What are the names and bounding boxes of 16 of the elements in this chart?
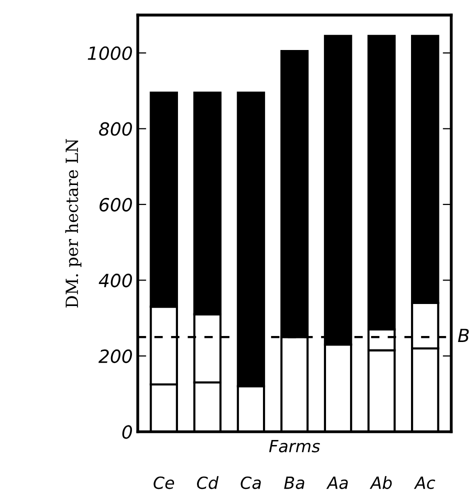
y-tick-label: 200 [98,349,132,364]
y-tick-label: 600 [100,198,132,212]
x-tick-label: Ab [370,476,392,490]
x-tick-label: Ce [154,476,174,490]
x-tick-label: Ca [240,476,261,490]
y-tick-label: 1000 [88,46,132,60]
x-axis-title: Farms [269,440,320,452]
y-axis-title: DM. per hectare LN [65,139,82,308]
y-tick-label: 400 [98,274,132,288]
x-tick-label: Aa [326,476,348,490]
y-tick-label: 800 [99,122,132,136]
y-tick-label: 0 [122,425,132,439]
ref-line-label: B [458,328,469,342]
x-tick-label: Ac [414,476,436,490]
x-tick-label: Ba [284,476,304,490]
x-tick-label: Cd [197,476,219,490]
